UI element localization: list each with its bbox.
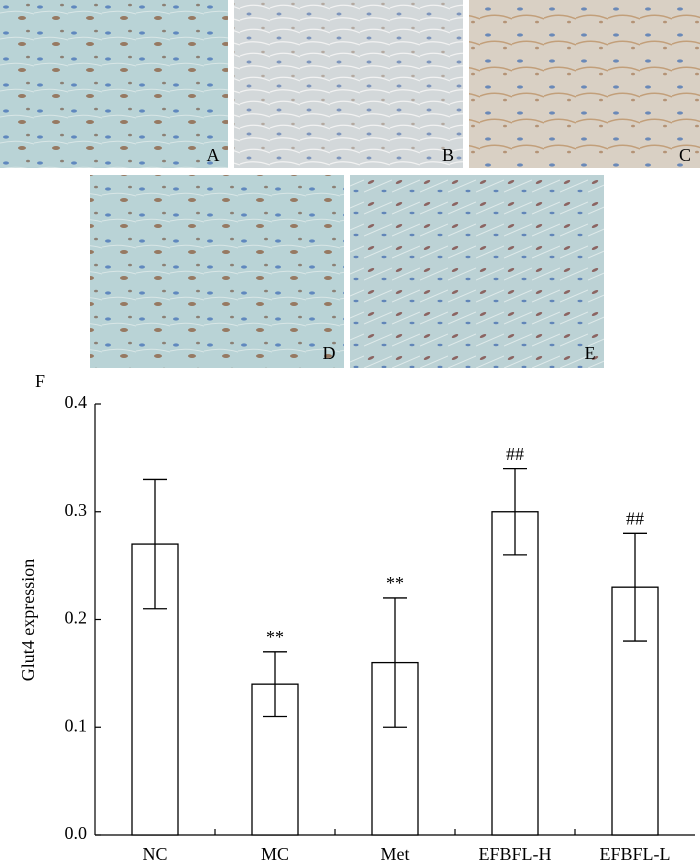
panel-label: B <box>442 145 454 165</box>
significance-label: ** <box>266 627 284 647</box>
panel-label: A <box>207 145 220 165</box>
y-axis-label: Glut4 expression <box>18 559 38 681</box>
panel-label: E <box>585 343 596 363</box>
x-tick-label: EFBFL-H <box>478 844 551 864</box>
micrograph <box>350 175 604 368</box>
micrographs: A B C D E <box>0 0 700 368</box>
micrograph <box>469 0 700 168</box>
x-tick-label: MC <box>261 844 289 864</box>
panel-label: D <box>323 343 336 363</box>
panel-label: F <box>35 371 45 391</box>
y-tick-label: 0.0 <box>65 823 88 843</box>
bar <box>491 511 539 836</box>
panel-label: C <box>679 145 691 165</box>
y-tick-label: 0.1 <box>65 715 88 735</box>
x-tick-label: Met <box>381 844 410 864</box>
significance-label: ## <box>626 508 644 528</box>
y-tick-label: 0.4 <box>65 392 88 412</box>
x-tick-label: NC <box>142 844 167 864</box>
y-tick-label: 0.3 <box>65 500 88 520</box>
micrograph <box>234 0 463 168</box>
significance-label: ** <box>386 573 404 593</box>
micrograph <box>90 175 344 368</box>
y-tick-label: 0.2 <box>65 608 88 628</box>
micrograph <box>0 0 228 168</box>
significance-label: ## <box>506 444 524 464</box>
x-tick-label: EFBFL-L <box>599 844 670 864</box>
